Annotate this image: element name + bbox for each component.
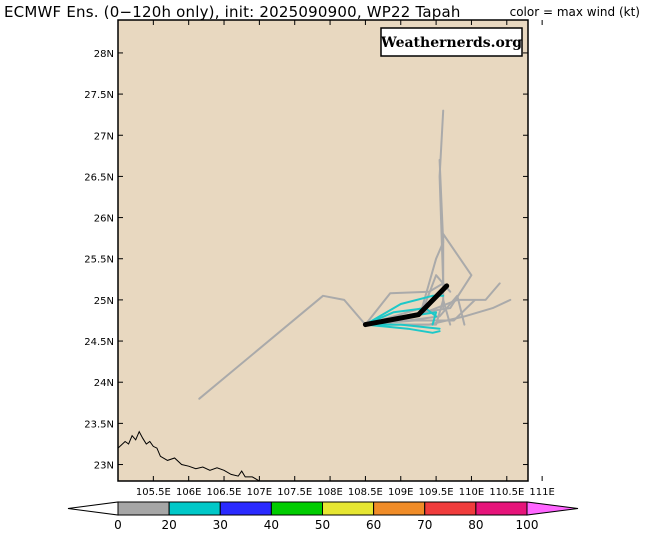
lon-label: 110E <box>459 487 484 498</box>
colorbar-bin <box>475 501 528 516</box>
colorbar-label: 0 <box>114 518 122 532</box>
colorbar-label: 50 <box>315 518 330 532</box>
lat-label: 28N <box>94 49 114 60</box>
colorbar-left-cap <box>67 501 119 516</box>
colorbar-bin <box>322 501 375 516</box>
colorbar-bin <box>168 501 221 516</box>
lat-label: 24.5N <box>84 337 114 348</box>
colorbar-bin <box>424 501 477 516</box>
ensemble-track-gray <box>198 294 367 400</box>
lon-label: 111E <box>529 487 554 498</box>
lat-label: 26.5N <box>84 172 114 183</box>
ensemble-track-cyan <box>364 307 438 326</box>
lon-label: 110.5E <box>489 487 524 498</box>
colorbar-label: 40 <box>264 518 279 532</box>
lon-label: 105.5E <box>136 487 171 498</box>
lat-label: 25N <box>94 296 114 307</box>
lon-label: 108.5E <box>348 487 383 498</box>
lon-label: 108E <box>317 487 342 498</box>
lat-label: 24N <box>94 378 114 389</box>
colorbar-bin <box>117 501 170 516</box>
lon-label: 109.5E <box>419 487 454 498</box>
watermark-box <box>380 27 523 57</box>
ensemble-track-gray <box>364 158 445 326</box>
lat-label: 27N <box>94 131 114 142</box>
lat-label: 26N <box>94 214 114 225</box>
colorbar-bin <box>270 501 323 516</box>
colorbar-label: 60 <box>366 518 381 532</box>
lon-label: 107.5E <box>277 487 312 498</box>
ensemble-mean-track <box>362 283 450 328</box>
colorbar-label: 100 <box>516 518 539 532</box>
lat-label: 23.5N <box>84 419 114 430</box>
land-area <box>118 20 528 481</box>
lon-label: 106.5E <box>207 487 242 498</box>
colorbar-right-cap <box>526 501 579 516</box>
lon-label: 109E <box>388 487 413 498</box>
lon-label: 107E <box>247 487 272 498</box>
colorbar-label: 20 <box>161 518 176 532</box>
lat-label: 23N <box>94 461 114 472</box>
coastline <box>117 430 260 482</box>
colorbar-bin <box>219 501 272 516</box>
ensemble-track-cyan <box>364 323 441 334</box>
colorbar-bin <box>373 501 426 516</box>
map-frame <box>117 19 529 482</box>
lat-label: 27.5N <box>84 90 114 101</box>
chart-title: ECMWF Ens. (0−120h only), init: 20250909… <box>4 3 461 21</box>
colorbar-label: 30 <box>213 518 228 532</box>
color-legend-note: color = max wind (kt) <box>509 5 640 19</box>
colorbar-label: 80 <box>468 518 483 532</box>
watermark: Weathernerds.org <box>380 35 522 51</box>
colorbar-label: 70 <box>417 518 432 532</box>
lon-label: 106E <box>176 487 201 498</box>
lat-label: 25.5N <box>84 255 114 266</box>
